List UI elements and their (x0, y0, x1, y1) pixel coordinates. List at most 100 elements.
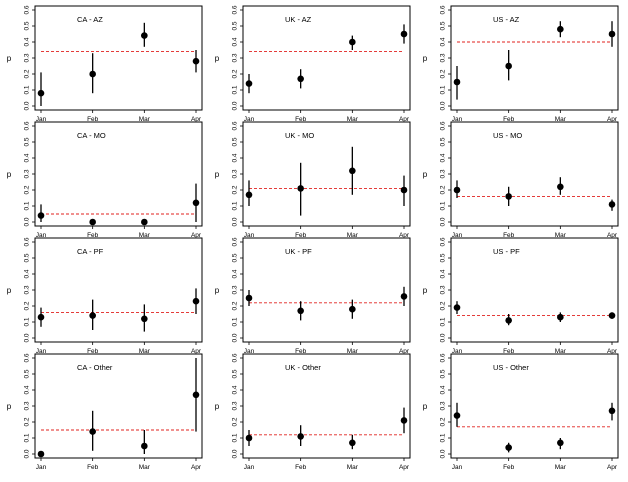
data-point (608, 30, 616, 38)
data-point (505, 317, 512, 324)
y-tick-label: 0.4 (440, 37, 447, 46)
panel-frame (242, 353, 411, 459)
x-tick-label: Apr (399, 116, 410, 123)
y-tick-label: 0.5 (232, 253, 239, 262)
y-tick-label: 0.3 (24, 401, 31, 410)
x-tick-label: Jan (452, 348, 463, 355)
y-tick-label: 0.4 (232, 37, 239, 46)
data-point (245, 434, 253, 442)
y-tick-label: 0.3 (440, 53, 447, 62)
y-tick-label: 0.1 (232, 85, 239, 94)
y-axis-label: p (423, 402, 428, 411)
y-axis-label: p (423, 286, 428, 295)
y-axis-label: p (7, 402, 12, 411)
y-axis-label: p (215, 402, 220, 411)
y-axis-label: p (7, 170, 12, 179)
data-point (349, 439, 356, 447)
panel-title: CA - Other (77, 363, 113, 372)
data-point (608, 201, 616, 208)
x-tick-label: Apr (191, 116, 202, 123)
x-tick-label: Apr (191, 464, 202, 471)
y-tick-label: 0.4 (24, 269, 31, 278)
data-point (349, 38, 356, 46)
y-tick-label: 0.2 (24, 417, 31, 426)
y-axis-label: p (7, 54, 12, 63)
y-tick-label: 0.2 (24, 69, 31, 78)
y-tick-label: 0.5 (24, 21, 31, 30)
x-tick-label: Mar (347, 116, 359, 123)
data-point (400, 186, 408, 194)
data-point (297, 75, 304, 83)
y-tick-label: 0.1 (232, 317, 239, 326)
x-tick-label: Mar (139, 116, 151, 123)
x-tick-label: Jan (36, 116, 47, 123)
x-tick-label: Jan (36, 464, 47, 471)
y-tick-label: 0.5 (24, 253, 31, 262)
data-point (297, 185, 304, 192)
data-point (89, 428, 96, 435)
y-tick-label: 0.6 (24, 5, 31, 14)
panel-title: US - AZ (493, 15, 520, 24)
y-tick-label: 0.5 (232, 137, 239, 146)
x-tick-label: Feb (295, 232, 307, 239)
y-tick-label: 0.0 (440, 333, 447, 342)
data-point (400, 30, 408, 38)
y-tick-label: 0.0 (232, 101, 239, 110)
y-tick-label: 0.3 (232, 53, 239, 62)
y-tick-label: 0.5 (24, 369, 31, 378)
y-tick-label: 0.1 (24, 85, 31, 94)
data-point (37, 313, 45, 321)
x-tick-label: Jan (452, 464, 463, 471)
data-point (453, 304, 461, 311)
x-tick-label: Jan (452, 116, 463, 123)
y-tick-label: 0.1 (440, 201, 447, 210)
panel-frame (34, 237, 203, 343)
panel-frame (34, 5, 203, 111)
y-tick-label: 0.5 (24, 137, 31, 146)
y-tick-label: 0.6 (24, 353, 31, 362)
data-point (557, 25, 564, 33)
y-tick-label: 0.4 (232, 385, 239, 394)
x-tick-label: Mar (139, 464, 151, 471)
y-tick-label: 0.3 (24, 285, 31, 294)
data-point (505, 193, 512, 200)
y-tick-label: 0.1 (24, 201, 31, 210)
x-tick-label: Feb (295, 116, 307, 123)
y-tick-label: 0.6 (440, 237, 447, 246)
data-point (453, 186, 461, 194)
panel-frame (34, 353, 203, 459)
y-tick-label: 0.3 (232, 285, 239, 294)
y-tick-label: 0.1 (24, 433, 31, 442)
y-tick-label: 0.5 (440, 253, 447, 262)
data-point (557, 439, 564, 447)
y-tick-label: 0.6 (232, 237, 239, 246)
x-tick-label: Mar (347, 464, 359, 471)
y-tick-label: 0.0 (440, 449, 447, 458)
y-axis-label: p (215, 286, 220, 295)
x-tick-label: Feb (503, 348, 515, 355)
y-tick-label: 0.0 (440, 101, 447, 110)
panel-frame (450, 353, 619, 459)
x-tick-label: Apr (399, 348, 410, 355)
x-tick-label: Feb (87, 232, 99, 239)
y-tick-label: 0.5 (440, 369, 447, 378)
data-point (192, 199, 200, 207)
y-tick-label: 0.6 (232, 121, 239, 130)
x-tick-label: Feb (503, 116, 515, 123)
data-point (557, 313, 564, 321)
y-tick-label: 0.0 (24, 217, 31, 226)
y-tick-label: 0.1 (24, 317, 31, 326)
y-tick-label: 0.2 (24, 301, 31, 310)
data-point (557, 183, 564, 191)
data-point (89, 218, 96, 226)
y-tick-label: 0.5 (440, 137, 447, 146)
panel-title: CA - AZ (77, 15, 103, 24)
y-tick-label: 0.0 (24, 449, 31, 458)
y-tick-label: 0.1 (440, 317, 447, 326)
x-tick-label: Apr (399, 464, 410, 471)
y-tick-label: 0.6 (24, 237, 31, 246)
y-tick-label: 0.1 (440, 85, 447, 94)
x-tick-label: Jan (36, 348, 47, 355)
